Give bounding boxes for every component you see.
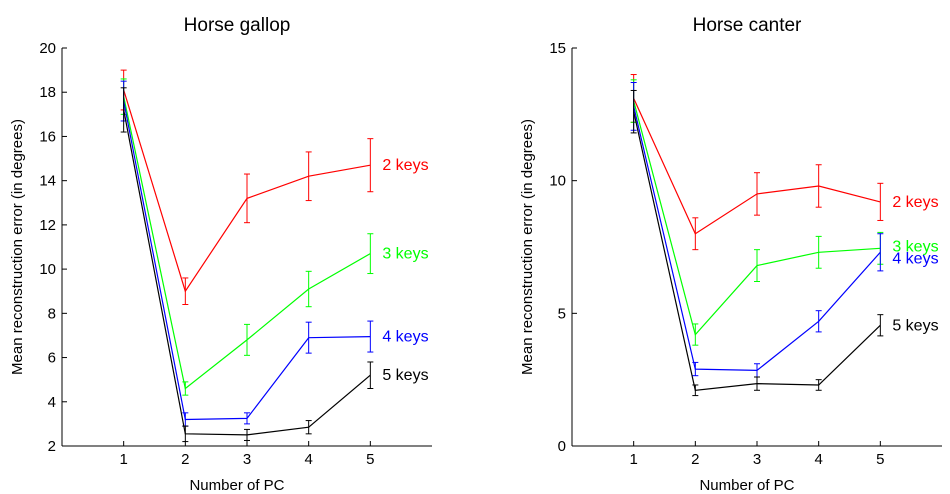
x-axis-label: Number of PC [189,477,284,494]
x-tick-label: 3 [243,451,251,468]
y-tick-label: 6 [48,350,56,367]
y-tick-label: 14 [39,173,56,190]
chart-title: Horse canter [693,15,802,36]
error-bar [692,218,698,250]
y-tick-label: 16 [39,128,56,145]
y-axis-label: Mean reconstruction error (in degrees) [9,119,26,375]
y-tick-label: 10 [39,261,56,278]
series-label: 5 keys [382,367,428,384]
error-bar [367,362,373,389]
series-label: 4 keys [892,250,938,267]
y-tick-label: 12 [39,217,56,234]
error-bar [631,90,637,132]
x-tick-label: 4 [304,451,312,468]
y-tick-label: 0 [558,438,566,455]
error-bar [306,271,312,306]
x-tick-label: 2 [181,451,189,468]
series-2-keys: 2 keys [121,70,429,304]
chart-title: Horse gallop [184,15,291,36]
x-tick-label: 2 [691,451,699,468]
series-label: 2 keys [892,194,938,211]
error-bar [244,174,250,223]
series-label: 5 keys [892,317,938,334]
series-5-keys: 5 keys [121,88,429,442]
error-bar [182,382,188,395]
series-3-keys: 3 keys [121,79,429,395]
error-bar [367,234,373,274]
error-bar [244,324,250,355]
y-tick-label: 5 [558,305,566,322]
y-axis-label: Mean reconstruction error (in degrees) [519,119,536,375]
y-tick-label: 2 [48,438,56,455]
y-tick-label: 20 [39,40,56,57]
series-label: 2 keys [382,157,428,174]
x-tick-label: 1 [119,451,127,468]
y-tick-label: 8 [48,305,56,322]
series-line [634,101,881,335]
error-bar [182,278,188,305]
x-tick-label: 3 [753,451,761,468]
chart-panel-2: Horse canter 0 5 10 15 1 2 3 4 5 Number of PC Mean … [519,15,942,494]
series-2-keys: 2 keys [631,75,939,250]
error-bar [877,234,883,271]
x-tick-label: 5 [366,451,374,468]
y-tick-label: 4 [48,394,56,411]
error-bar [816,311,822,332]
x-axis-label: Number of PC [699,477,794,494]
error-bar [877,315,883,336]
y-tick-label: 18 [39,84,56,101]
y-tick-label: 10 [549,173,566,190]
series-label: 3 keys [382,246,428,263]
x-tick-label: 5 [876,451,884,468]
series-line [634,106,881,370]
y-tick-label: 15 [549,40,566,57]
x-tick-label: 1 [629,451,637,468]
x-tick-label: 4 [814,451,822,468]
series-line [124,101,371,419]
series-label: 4 keys [382,329,428,346]
